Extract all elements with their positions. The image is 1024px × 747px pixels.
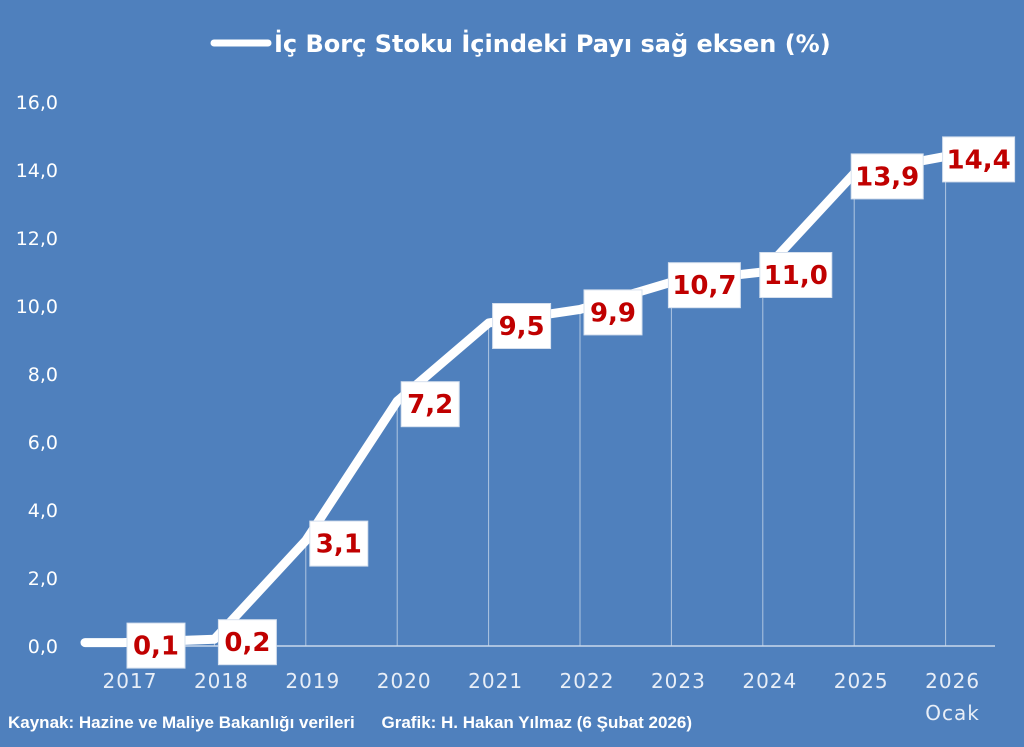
series-line bbox=[80, 151, 951, 648]
x-tick-label: 2022 bbox=[560, 669, 615, 693]
data-label-box bbox=[126, 622, 186, 669]
y-axis: 0,0 2,0 4,0 6,0 8,0 10,0 12,0 14,0 16,0 bbox=[16, 92, 58, 658]
drop-lines bbox=[122, 156, 947, 646]
x-tick-sublabel: Ocak bbox=[925, 701, 980, 725]
x-tick-label: 2020 bbox=[377, 669, 432, 693]
data-label: 14,4 bbox=[947, 145, 1011, 175]
y-tick-label: 8,0 bbox=[28, 364, 58, 386]
y-tick-label: 12,0 bbox=[16, 228, 58, 250]
x-axis: 2017 2018 2019 2020 2021 2022 2023 2024 2025 2026… bbox=[103, 669, 980, 725]
data-label: 13,9 bbox=[855, 162, 919, 192]
y-tick-label: 16,0 bbox=[16, 92, 58, 114]
y-tick-label: 4,0 bbox=[28, 500, 58, 522]
y-tick-label: 14,0 bbox=[16, 160, 58, 182]
chart-legend: İç Borç Stoku İçindeki Payı sağ eksen (%… bbox=[210, 29, 831, 58]
data-label: 9,9 bbox=[590, 298, 636, 328]
x-tick-label: 2019 bbox=[285, 669, 340, 693]
y-tick-label: 10,0 bbox=[16, 296, 58, 318]
data-labels: 0,1 0,2 3,1 7,2 9,5 9,9 10,7 11,0 13,9 14,4 bbox=[126, 136, 1016, 669]
x-tick-label: 2025 bbox=[834, 669, 889, 693]
x-tick-label: 2017 bbox=[103, 669, 158, 693]
x-tick-label: 2024 bbox=[742, 669, 797, 693]
data-label-box bbox=[217, 619, 277, 666]
data-label: 0,1 bbox=[133, 632, 179, 662]
data-label-box bbox=[583, 289, 643, 336]
data-label: 0,2 bbox=[224, 628, 270, 658]
data-label-box bbox=[492, 303, 552, 349]
data-label-box bbox=[942, 136, 1016, 183]
source-note: Kaynak: Hazine ve Maliye Bakanlığı veril… bbox=[8, 713, 355, 732]
x-tick-label: 2023 bbox=[651, 669, 706, 693]
y-tick-label: 6,0 bbox=[28, 432, 58, 454]
x-tick-label: 2018 bbox=[194, 669, 249, 693]
data-label-box bbox=[667, 262, 741, 309]
y-tick-label: 2,0 bbox=[28, 568, 58, 590]
legend-label: İç Borç Stoku İçindeki Payı sağ eksen (%… bbox=[274, 29, 831, 58]
y-tick-label: 0,0 bbox=[28, 636, 58, 658]
data-label: 3,1 bbox=[316, 530, 362, 560]
data-label-box bbox=[400, 381, 460, 428]
data-label-box bbox=[850, 153, 924, 200]
data-label: 9,5 bbox=[499, 312, 545, 342]
x-tick-label: 2026 bbox=[925, 669, 980, 693]
data-label: 10,7 bbox=[672, 271, 736, 301]
chart-footer: Kaynak: Hazine ve Maliye Bakanlığı veril… bbox=[8, 713, 692, 733]
credit-note: Grafik: H. Hakan Yılmaz (6 Şubat 2026) bbox=[381, 713, 693, 732]
data-label: 7,2 bbox=[407, 390, 453, 420]
data-label-box bbox=[309, 520, 369, 567]
x-tick-label: 2021 bbox=[468, 669, 523, 693]
data-label: 11,0 bbox=[764, 261, 828, 291]
data-label-box bbox=[759, 252, 833, 298]
